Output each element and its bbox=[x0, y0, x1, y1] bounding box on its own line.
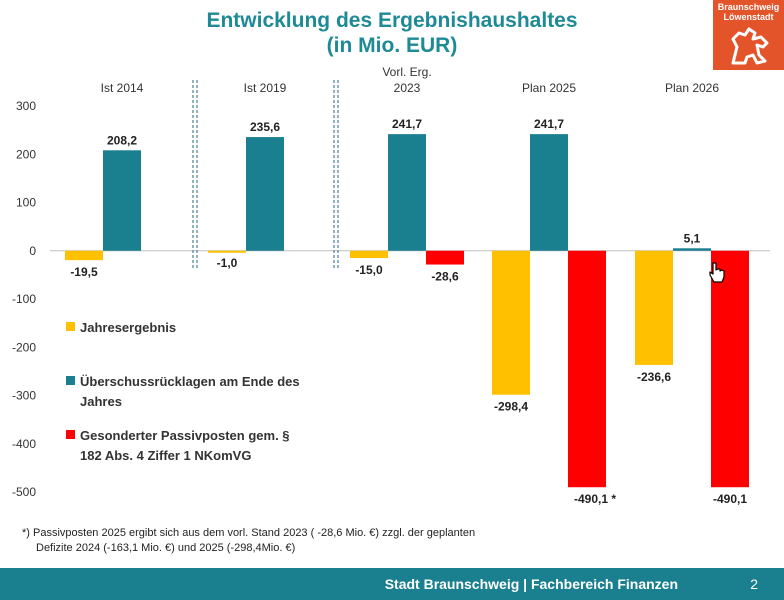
legend-label: 182 Abs. 4 Ziffer 1 NKomVG bbox=[80, 448, 251, 463]
bar bbox=[635, 250, 673, 365]
bar bbox=[103, 150, 141, 251]
chart-title-line1: Entwicklung des Ergebnishaushaltes bbox=[206, 9, 578, 32]
data-label: -490,1 bbox=[713, 492, 747, 506]
logo-text-line2: Löwenstadt bbox=[723, 12, 774, 22]
y-tick-label: 0 bbox=[29, 244, 36, 258]
bar bbox=[388, 134, 426, 251]
lion-icon bbox=[731, 27, 769, 65]
y-tick-label: 200 bbox=[16, 147, 36, 161]
bar bbox=[711, 250, 749, 488]
category-label: Plan 2026 bbox=[665, 81, 719, 95]
data-label: -490,1 * bbox=[574, 492, 616, 506]
y-tick-label: -200 bbox=[12, 340, 36, 354]
data-label: -1,0 bbox=[217, 256, 238, 270]
category-label: Ist 2019 bbox=[244, 81, 287, 95]
legend-label: Überschussrücklagen am Ende des bbox=[80, 374, 300, 389]
logo-text: Braunschweig Löwenstadt bbox=[713, 2, 784, 22]
bar bbox=[426, 250, 464, 265]
legend-label: Jahresergebnis bbox=[80, 320, 176, 335]
data-label: 241,7 bbox=[534, 117, 564, 131]
footnote: *) Passivposten 2025 ergibt sich aus dem… bbox=[22, 526, 475, 556]
city-logo: Braunschweig Löwenstadt bbox=[713, 0, 784, 70]
category-label: Vorl. Erg. bbox=[382, 65, 431, 79]
chart-title-line2: (in Mio. EUR) bbox=[326, 34, 458, 57]
data-label: -15,0 bbox=[355, 263, 383, 277]
data-label: -236,6 bbox=[637, 370, 671, 384]
legend-swatch bbox=[66, 376, 75, 385]
data-label: -19,5 bbox=[70, 265, 98, 279]
y-tick-label: -300 bbox=[12, 389, 36, 403]
footer-text: Stadt Braunschweig | Fachbereich Finanze… bbox=[384, 576, 678, 592]
category-label: Plan 2025 bbox=[522, 81, 576, 95]
footnote-line1: *) Passivposten 2025 ergibt sich aus dem… bbox=[22, 527, 476, 539]
bar bbox=[673, 248, 711, 251]
data-label: -298,4 bbox=[494, 400, 528, 414]
chart-title: Entwicklung des Ergebnishaushaltes (in M… bbox=[0, 8, 784, 58]
footer-bar: Stadt Braunschweig | Fachbereich Finanze… bbox=[0, 568, 784, 600]
bar bbox=[492, 250, 530, 395]
footnote-line2: Defizite 2024 (-163,1 Mio. €) und 2025 (… bbox=[36, 542, 296, 554]
logo-text-line1: Braunschweig bbox=[717, 2, 780, 12]
y-tick-label: -500 bbox=[12, 485, 36, 499]
data-label: 241,7 bbox=[392, 117, 422, 131]
bar bbox=[350, 250, 388, 258]
legend-swatch bbox=[66, 430, 75, 439]
bar bbox=[208, 250, 246, 253]
legend-label: Jahres bbox=[80, 394, 122, 409]
y-tick-label: -100 bbox=[12, 292, 36, 306]
data-label: 5,1 bbox=[684, 231, 701, 245]
data-label: -28,6 bbox=[431, 270, 459, 284]
bar bbox=[568, 250, 606, 488]
y-tick-label: 100 bbox=[16, 196, 36, 210]
category-label: 2023 bbox=[394, 81, 421, 95]
bar bbox=[530, 134, 568, 251]
data-label: 235,6 bbox=[250, 120, 280, 134]
legend-label: Gesonderter Passivposten gem. § bbox=[80, 428, 290, 443]
y-tick-label: -400 bbox=[12, 437, 36, 451]
bar bbox=[65, 250, 103, 261]
y-tick-label: 300 bbox=[16, 99, 36, 113]
chart: 300 200 100 0 -100 -200 -300 -400 -500 Ist 2014 Is… bbox=[12, 65, 770, 506]
category-label: Ist 2014 bbox=[101, 81, 144, 95]
legend-swatch bbox=[66, 322, 75, 331]
hand-cursor-icon bbox=[709, 262, 725, 283]
data-label: 208,2 bbox=[107, 133, 137, 147]
bar bbox=[246, 137, 284, 251]
page-number: 2 bbox=[750, 576, 758, 592]
